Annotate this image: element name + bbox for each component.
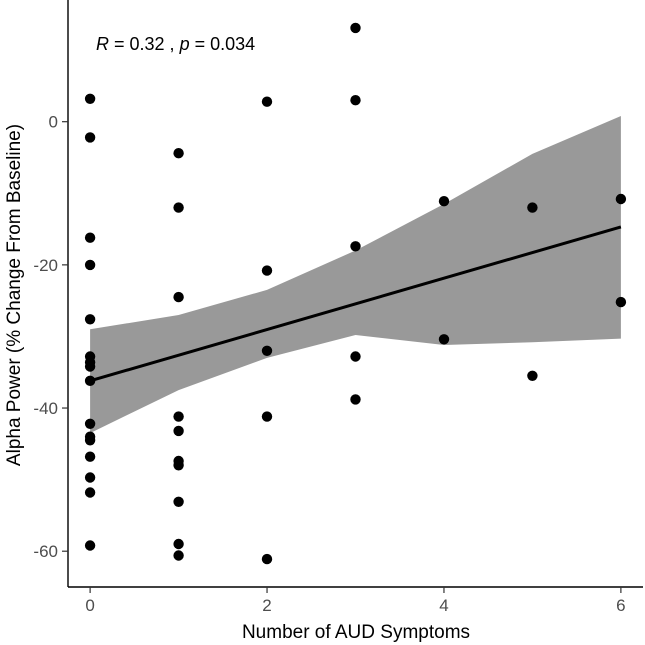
y-tick-label-1: -40 [33,399,58,418]
data-point-12 [84,451,96,462]
data-point-33 [350,241,361,252]
data-point-9 [84,418,96,429]
data-point-3 [84,259,96,271]
data-point-1 [84,132,96,143]
data-point-40 [615,193,627,205]
data-point-23 [173,496,184,507]
x-tick-label-3: 6 [616,596,625,615]
data-point-15 [84,540,96,551]
data-point-0 [84,93,96,105]
data-point-27 [261,265,273,276]
p-value-text: = 0.034 [190,34,256,54]
confidence-band-layer [90,116,621,434]
x-tick-label-2: 4 [439,596,448,615]
x-axis-title: Number of AUD Symptoms [242,622,470,643]
data-point-19 [173,411,184,422]
r-symbol: R [96,34,109,54]
data-point-32 [350,95,361,106]
data-point-30 [261,553,273,565]
data-point-18 [173,291,184,303]
data-point-41 [615,296,627,308]
data-point-14 [84,487,96,498]
data-point-4 [84,314,96,325]
points-layer [84,22,627,565]
data-point-31 [350,22,361,34]
data-point-38 [527,202,538,213]
data-point-35 [350,394,361,405]
x-tick-label-0: 0 [85,596,94,615]
data-point-39 [527,370,538,381]
y-axis-title: Alpha Power (% Change From Baseline) [4,124,25,466]
data-point-8 [84,375,96,386]
data-point-36 [438,196,450,207]
data-point-20 [173,425,184,437]
y-tick-label-3: 0 [49,113,58,132]
data-point-29 [261,411,273,422]
axes-layer: 0 2 4 6 -60 -40 -20 0 [33,0,643,615]
data-point-13 [84,472,96,483]
data-point-17 [173,202,184,213]
data-point-37 [438,334,450,345]
data-point-26 [261,96,273,107]
data-point-11 [84,435,96,446]
data-point-25 [173,550,184,561]
r-value-text: = 0.32 , [109,34,180,54]
data-point-7 [84,361,96,372]
regression-layer [89,225,622,383]
data-point-24 [173,538,184,550]
y-tick-label-2: -20 [33,256,58,275]
y-tick-label-0: -60 [33,542,58,561]
confidence-band [90,116,621,434]
correlation-annotation: R = 0.32 , p = 0.034 [96,34,255,54]
regression-line [89,225,622,383]
p-symbol: p [179,34,190,54]
data-point-22 [173,460,184,471]
data-point-28 [261,345,273,356]
data-point-16 [173,148,184,159]
x-tick-label-1: 2 [262,596,271,615]
data-point-2 [84,232,96,243]
data-point-34 [350,351,361,362]
